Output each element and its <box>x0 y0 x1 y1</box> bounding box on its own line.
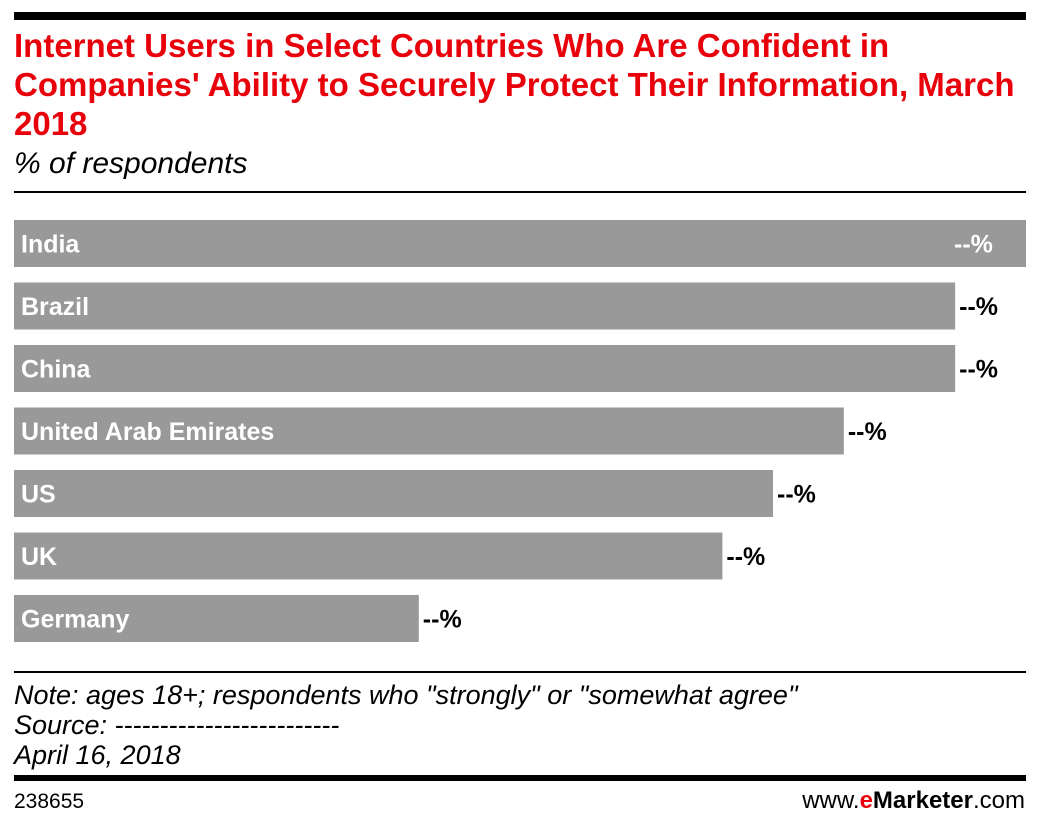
emarketer-logo: www.eMarketer.com <box>802 787 1025 815</box>
chart-title: Internet Users in Select Countries Who A… <box>14 27 1015 142</box>
brand-e: e <box>859 787 873 814</box>
chart-notes: Note: ages 18+; respondents who "strongl… <box>14 680 798 770</box>
bar-united-arab-emirates <box>14 407 844 455</box>
top-rule <box>14 12 1026 20</box>
bar-label-uk: UK <box>21 543 57 571</box>
value-label-china: --% <box>959 356 998 384</box>
chart-subtitle: % of respondents <box>14 147 248 180</box>
bar-label-united-arab-emirates: United Arab Emirates <box>21 418 274 446</box>
notes-divider <box>14 671 1026 673</box>
value-label-brazil: --% <box>959 293 998 321</box>
date-text: April 16, 2018 <box>14 740 181 770</box>
chart-id: 238655 <box>14 790 85 813</box>
brand-prefix: www. <box>802 787 860 814</box>
footer-rule <box>14 775 1026 781</box>
bar-label-us: US <box>21 481 56 509</box>
bar-label-germany: Germany <box>21 606 129 634</box>
bar-label-china: China <box>21 356 92 384</box>
brand-suffix: .com <box>972 787 1025 814</box>
bar-label-brazil: Brazil <box>21 293 89 321</box>
bar-brazil <box>14 282 956 330</box>
value-label-us: --% <box>777 481 816 509</box>
header-divider <box>14 191 1026 193</box>
brand-name: Marketer <box>872 787 973 814</box>
bar-germany <box>14 595 419 642</box>
bar-us <box>14 470 773 517</box>
source-text: Source: ------------------------- <box>14 710 340 740</box>
bar-uk <box>14 532 723 580</box>
value-label-india: --% <box>954 231 993 259</box>
bar-india <box>14 220 1026 267</box>
note-text: Note: ages 18+; respondents who "strongl… <box>14 680 798 710</box>
value-label-united-arab-emirates: --% <box>848 418 887 446</box>
bar-label-india: India <box>21 231 80 259</box>
value-label-germany: --% <box>423 606 462 634</box>
bar-china <box>14 345 956 392</box>
value-label-uk: --% <box>726 543 765 571</box>
